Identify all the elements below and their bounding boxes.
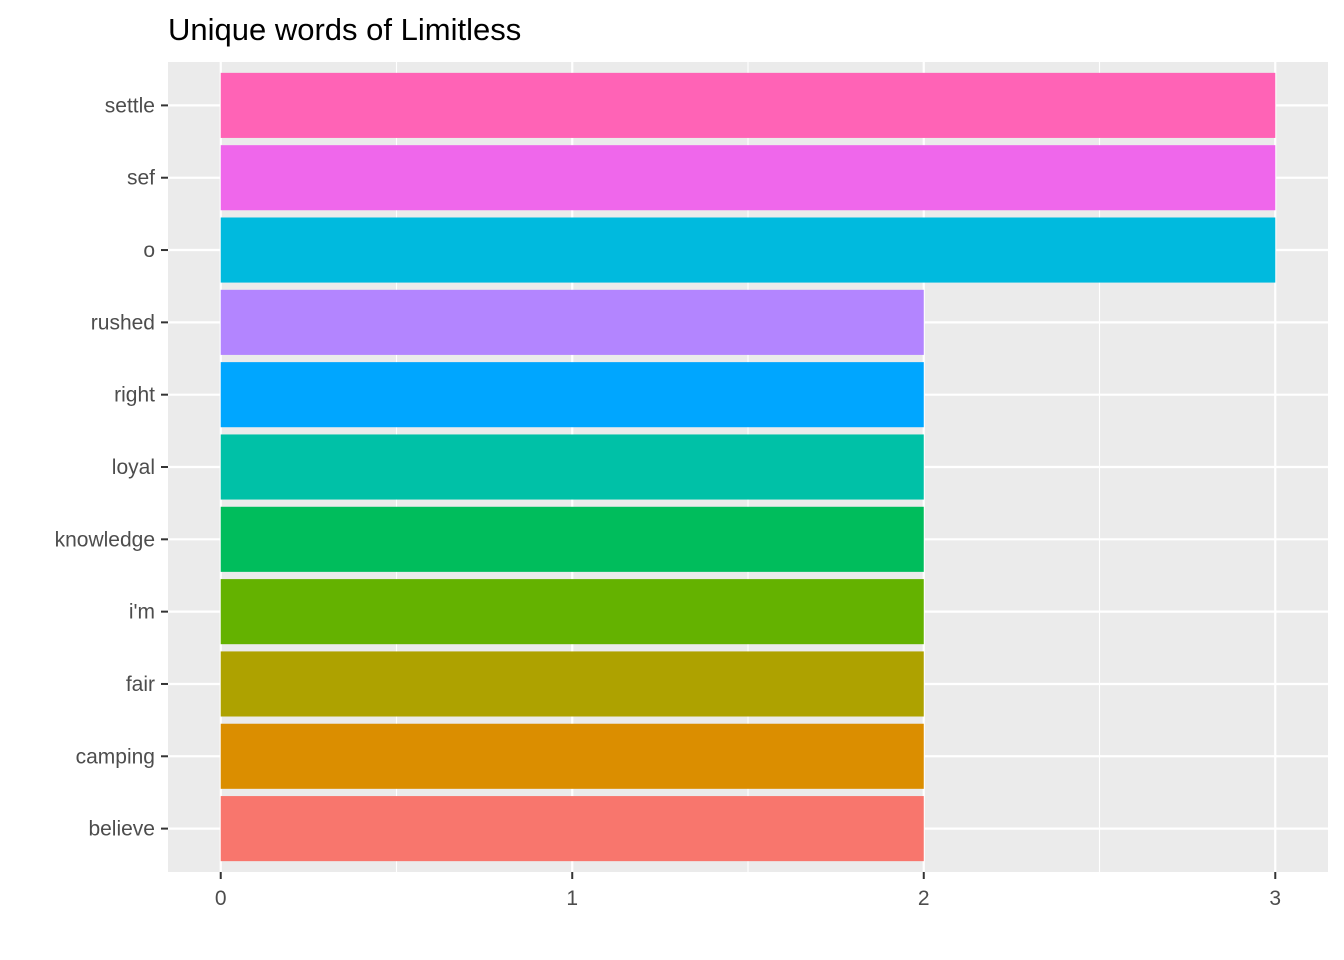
bar (220, 434, 924, 500)
bar (220, 217, 1276, 283)
y-tick-label: sef (127, 167, 155, 190)
bar (220, 723, 924, 789)
x-tick-label: 0 (215, 887, 227, 910)
y-axis: believe camping fair i'm knowledge loyal right… (55, 94, 168, 841)
y-tick-label: right (114, 384, 155, 407)
bar (220, 796, 924, 862)
bar (220, 362, 924, 428)
x-tick-label: 2 (918, 887, 930, 910)
bar (220, 506, 924, 572)
y-tick-label: camping (76, 745, 155, 768)
y-tick-label: settle (105, 94, 155, 117)
y-tick-label: rushed (91, 311, 155, 334)
bar (220, 145, 1276, 211)
bar (220, 72, 1276, 138)
bar (220, 289, 924, 355)
bars (220, 72, 1276, 862)
y-tick-label: o (143, 239, 155, 262)
bar (220, 651, 924, 717)
chart-title: Unique words of Limitless (168, 12, 521, 47)
y-tick-label: fair (126, 673, 155, 696)
bar (220, 579, 924, 645)
x-tick-label: 3 (1269, 887, 1281, 910)
x-axis: 0 1 2 3 (215, 872, 1281, 910)
y-tick-label: believe (88, 818, 155, 841)
y-tick-label: i'm (129, 601, 155, 624)
x-tick-label: 1 (566, 887, 578, 910)
y-tick-label: knowledge (55, 528, 155, 551)
y-tick-label: loyal (112, 456, 155, 479)
